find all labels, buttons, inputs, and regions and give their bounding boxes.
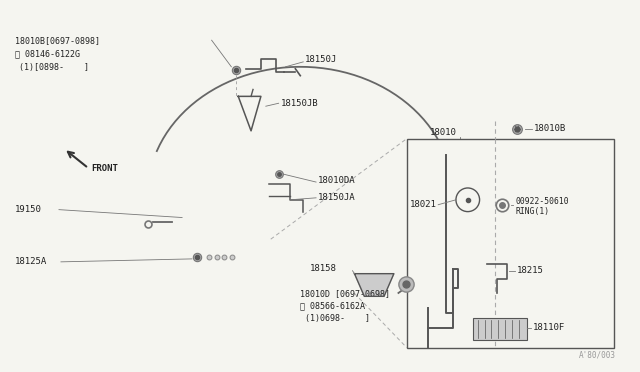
Text: 18158: 18158 (310, 264, 337, 273)
Polygon shape (355, 274, 394, 296)
Text: 00922-50610: 00922-50610 (515, 197, 569, 206)
Text: FRONT: FRONT (92, 164, 118, 173)
Text: 19150: 19150 (15, 205, 42, 214)
Text: A'80/003: A'80/003 (579, 350, 616, 359)
Text: 18150JB: 18150JB (280, 99, 318, 108)
Text: 18150JA: 18150JA (318, 193, 356, 202)
Text: 18021: 18021 (410, 200, 436, 209)
Text: 18110F: 18110F (532, 323, 565, 332)
Text: 18010D [0697-0698]: 18010D [0697-0698] (300, 289, 390, 298)
Text: 18125A: 18125A (15, 257, 47, 266)
Text: (1)0698-    ]: (1)0698- ] (305, 314, 370, 324)
Text: Ⓢ 08566-6162A: Ⓢ 08566-6162A (300, 302, 365, 311)
Text: 18010DA: 18010DA (318, 176, 356, 185)
Text: Ⓑ 08146-6122G: Ⓑ 08146-6122G (15, 49, 79, 58)
Text: 18150J: 18150J (305, 55, 337, 64)
Text: RING(1): RING(1) (515, 207, 549, 216)
Text: 18010B[0697-0898]: 18010B[0697-0898] (15, 36, 100, 45)
Text: (1)[0898-    ]: (1)[0898- ] (19, 63, 88, 72)
Bar (406, 139, 614, 347)
Bar (473, 318, 527, 340)
Text: 18215: 18215 (517, 266, 544, 275)
Text: 18010: 18010 (430, 128, 457, 137)
Text: 18010B: 18010B (534, 124, 566, 134)
